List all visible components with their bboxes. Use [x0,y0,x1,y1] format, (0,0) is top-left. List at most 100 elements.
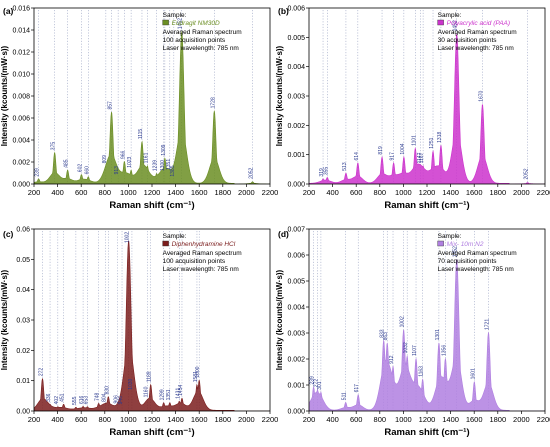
y-tick-label: 0.004 [12,138,30,145]
peak-label: 1351 [166,159,172,170]
peak-label: 602 [77,164,83,173]
legend-line: 100 acquisition points [163,258,226,265]
panel-label: (b) [278,6,289,16]
x-tick-label: 400 [51,415,64,424]
y-tick-label: 0.016 [12,6,30,13]
x-tick-label: 1600 [191,415,208,424]
peak-label: 1600 [195,366,201,377]
y-tick-label: 0.000 [287,182,305,189]
y-axis-label: Intensity (kcounts/(mW·s)) [275,269,284,370]
x-tick-label: 2000 [238,188,255,197]
x-tick-label: 800 [374,415,387,424]
peak-label: 857 [108,101,114,110]
x-tick-label: 2000 [513,415,530,424]
peak-label: 1101 [411,135,417,146]
spectrum-area [34,240,270,411]
y-tick-label: 0.012 [12,50,30,57]
y-axis-label: Intensity (kcounts/(mW·s)) [0,269,9,370]
peak-label: 1351 [166,389,172,400]
x-axis-label: Raman shift (cm⁻¹) [109,200,194,211]
peak-label: 1160 [143,386,149,397]
y-tick-label: 0.006 [12,116,30,123]
peak-label: 1431 [175,388,181,399]
peak-label: 1385 [170,165,176,176]
y-tick-label: 0.002 [12,160,30,167]
legend-line: Averaged Raman spectrum [163,29,242,36]
x-tick-label: 1000 [120,188,137,197]
y-tick-label: 0.04 [16,287,30,294]
y-tick-label: 0.005 [287,35,305,42]
x-tick-label: 1800 [214,415,231,424]
peak-label: 239 [35,168,41,177]
y-tick-label: 0.001 [287,152,305,159]
peak-label: 1002 [125,232,131,243]
x-tick-label: 600 [75,188,88,197]
peak-label: 2052 [249,167,255,178]
peak-label: 946 [118,396,124,405]
legend-header: Sample: [438,233,462,240]
y-tick-label: 0.004 [287,64,305,71]
peak-label: 660 [84,166,90,175]
y-tick-label: 0.010 [12,72,30,79]
y-tick-label: 0.001 [287,383,305,390]
x-tick-label: 600 [350,415,363,424]
panel-label: (a) [3,6,14,16]
x-tick-label: 1200 [419,415,436,424]
peak-label: 819 [378,146,384,155]
peak-label: 1032 [403,342,409,353]
y-tick-label: 0.000 [12,182,30,189]
x-tick-label: 1400 [167,188,184,197]
spectrum-area [309,259,545,411]
spectrum-area [34,31,270,184]
x-tick-label: 2200 [262,188,279,197]
peak-label: 1452 [453,20,459,31]
peak-label: 1030 [128,378,134,389]
legend-header: Sample: [438,12,462,19]
peak-label: 614 [354,152,360,161]
peak-label: 912 [389,355,395,364]
y-tick-label: 0.003 [287,94,305,101]
y-tick-label: 0.006 [287,253,305,260]
peak-label: 1023 [127,156,133,167]
peak-label: 1452 [178,18,184,29]
peak-label: 1728 [210,97,216,108]
peak-label: 402 [54,396,60,405]
x-tick-label: 2200 [262,415,279,424]
peak-label: 1318 [437,132,443,143]
peak-label: 1251 [429,137,435,148]
legend-swatch [437,240,444,247]
peak-label: 1454 [178,385,184,396]
peak-label: 1299 [160,389,166,400]
x-tick-label: 400 [51,188,64,197]
legend-header: Sample: [163,12,187,19]
x-tick-label: 2000 [513,188,530,197]
peak-label: 1452 [453,246,459,257]
y-tick-label: 0.003 [287,331,305,338]
peak-label: 748 [95,392,101,401]
spectrum-area [309,33,545,184]
peak-label: 1189 [147,371,153,382]
x-tick-label: 1400 [442,415,459,424]
x-tick-label: 2000 [238,415,255,424]
legend-swatch [162,19,169,26]
y-tick-label: 0.008 [12,94,30,101]
peak-label: 616 [79,395,85,404]
y-tick-label: 0.02 [16,348,30,355]
x-tick-label: 1400 [167,415,184,424]
y-tick-label: 0.004 [287,305,305,312]
y-tick-label: 0.06 [16,227,30,234]
peak-label: 355 [323,167,329,176]
peak-label: 319 [319,168,325,177]
peak-label: 1004 [400,143,406,154]
y-tick-label: 0.005 [287,279,305,286]
peak-label: 1309 [161,144,167,155]
peak-label: 1167 [419,152,425,163]
panel-label: (d) [278,229,289,239]
peak-label: 1601 [470,368,476,379]
peak-label: 513 [342,162,348,171]
y-tick-label: 0.007 [287,227,305,234]
